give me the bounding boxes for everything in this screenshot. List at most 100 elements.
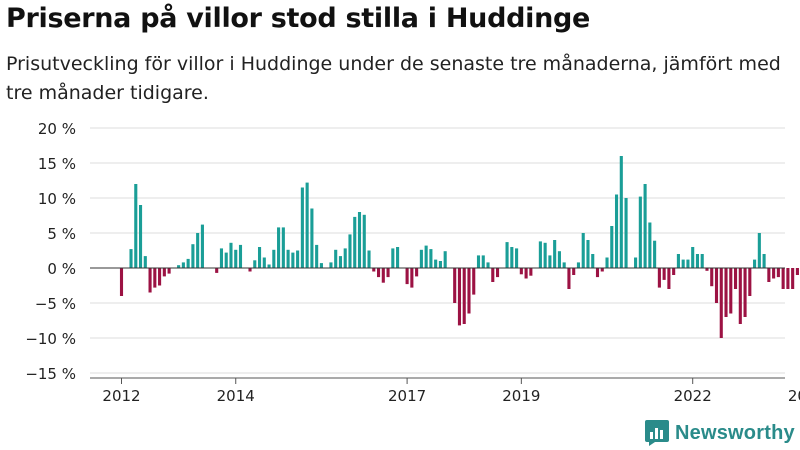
bar bbox=[624, 198, 628, 268]
bar bbox=[486, 262, 490, 268]
bar bbox=[719, 268, 723, 338]
bar bbox=[572, 268, 576, 275]
bar bbox=[538, 241, 542, 268]
bar bbox=[134, 184, 138, 268]
axes bbox=[90, 267, 785, 384]
bar bbox=[281, 227, 285, 268]
bar bbox=[672, 268, 676, 275]
bar bbox=[419, 249, 423, 268]
bar bbox=[186, 258, 190, 268]
bar bbox=[438, 261, 442, 268]
bar bbox=[567, 268, 571, 289]
bar bbox=[529, 268, 533, 276]
bar bbox=[657, 268, 661, 288]
bar bbox=[248, 268, 252, 272]
chart-title: Priserna på villor stod stilla i Hudding… bbox=[6, 3, 591, 34]
bar bbox=[676, 254, 680, 268]
y-tick-label: 0 % bbox=[47, 260, 76, 278]
bar bbox=[305, 182, 309, 268]
bar bbox=[524, 268, 528, 279]
tick-labels: −15 % −10 % −5 % 0 % 5 % 10 % 15 % 20 % 2012 2014… bbox=[25, 120, 800, 405]
bar bbox=[595, 268, 600, 278]
x-tick-label: 2019 bbox=[502, 387, 540, 405]
bar bbox=[138, 205, 143, 268]
bar bbox=[586, 240, 590, 268]
bar bbox=[300, 187, 304, 268]
bar bbox=[786, 268, 790, 289]
bar bbox=[600, 268, 604, 272]
bar bbox=[467, 268, 471, 314]
bar bbox=[748, 268, 752, 296]
bar bbox=[372, 268, 376, 272]
bar bbox=[700, 254, 704, 268]
x-tick-label: 2024 bbox=[788, 387, 800, 405]
bar bbox=[710, 268, 714, 287]
bar bbox=[653, 240, 657, 268]
bar bbox=[543, 242, 547, 268]
bar bbox=[405, 268, 409, 285]
x-tick-label: 2022 bbox=[674, 387, 712, 405]
bar bbox=[791, 268, 795, 289]
bar bbox=[429, 249, 433, 268]
bar bbox=[634, 257, 638, 268]
bar bbox=[686, 259, 690, 268]
bar bbox=[396, 247, 400, 268]
bar bbox=[196, 233, 200, 268]
bar bbox=[557, 251, 561, 268]
bar bbox=[472, 268, 476, 295]
bar bbox=[691, 247, 695, 268]
bar bbox=[505, 242, 509, 268]
bar bbox=[191, 244, 195, 268]
bar bbox=[724, 268, 728, 317]
bar bbox=[167, 268, 171, 274]
y-tick-label: 20 % bbox=[38, 120, 76, 138]
bar bbox=[462, 268, 466, 324]
bar bbox=[343, 248, 347, 268]
bar bbox=[576, 262, 581, 268]
bar bbox=[386, 268, 390, 278]
x-tick-label: 2014 bbox=[217, 387, 255, 405]
bar bbox=[153, 268, 157, 288]
bar bbox=[143, 256, 147, 268]
bar bbox=[238, 244, 243, 268]
bar bbox=[681, 259, 685, 268]
bar bbox=[619, 156, 623, 268]
y-tick-label: 5 % bbox=[47, 225, 76, 243]
bar bbox=[286, 249, 290, 268]
bar bbox=[434, 259, 438, 268]
bar bbox=[476, 255, 481, 268]
y-tick-label: −10 % bbox=[25, 330, 76, 348]
bar bbox=[519, 268, 523, 275]
bar bbox=[319, 263, 323, 268]
bar bbox=[662, 268, 666, 280]
brand-name: Newsworthy bbox=[675, 421, 795, 444]
bar bbox=[362, 214, 366, 268]
x-tick-label: 2017 bbox=[388, 387, 426, 405]
bar bbox=[495, 268, 500, 278]
bar bbox=[581, 233, 585, 268]
bar bbox=[738, 268, 742, 324]
bar bbox=[781, 268, 785, 289]
chart-subtitle: Prisutveckling för villor i Huddinge und… bbox=[6, 53, 781, 104]
bar bbox=[767, 268, 771, 282]
bar bbox=[757, 233, 761, 268]
bar bbox=[591, 254, 595, 268]
bar bbox=[743, 268, 747, 317]
bar bbox=[376, 268, 381, 278]
bar bbox=[510, 247, 514, 268]
bar bbox=[714, 268, 719, 303]
bar bbox=[415, 268, 419, 277]
bar bbox=[224, 252, 228, 268]
bar bbox=[491, 268, 495, 282]
bar bbox=[353, 216, 357, 268]
bar bbox=[329, 262, 333, 268]
bar bbox=[410, 268, 414, 288]
bar bbox=[277, 227, 281, 268]
bar bbox=[267, 264, 271, 268]
bar bbox=[338, 256, 343, 268]
bar bbox=[162, 268, 166, 277]
bar bbox=[234, 249, 238, 268]
bar bbox=[610, 226, 614, 268]
bar bbox=[729, 268, 733, 314]
